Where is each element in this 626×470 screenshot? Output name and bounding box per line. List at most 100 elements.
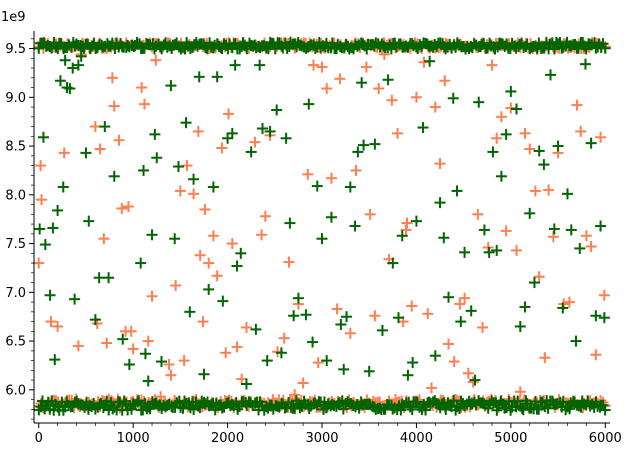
data-point (75, 50, 87, 62)
data-point (564, 403, 576, 415)
data-point (288, 310, 300, 322)
data-point (240, 321, 252, 333)
data-point (146, 290, 158, 302)
data-point (151, 152, 163, 164)
x-tick-label: 6000 (589, 431, 622, 446)
data-point (72, 59, 84, 71)
data-point (264, 125, 276, 137)
y-offset-label: 1e9 (1, 10, 26, 25)
data-point (123, 358, 135, 370)
data-point (226, 238, 238, 250)
data-point (99, 121, 111, 133)
data-point (434, 158, 446, 170)
data-point (194, 249, 206, 261)
data-point (197, 316, 209, 328)
data-point (47, 222, 59, 234)
data-point (108, 170, 120, 182)
data-point (142, 375, 154, 387)
data-point (511, 103, 523, 115)
data-point (149, 128, 161, 140)
data-point (193, 71, 205, 83)
data-point (524, 207, 536, 219)
data-point (528, 277, 540, 289)
data-point (39, 239, 51, 251)
data-point (548, 223, 560, 235)
data-point (350, 164, 362, 176)
data-point (125, 325, 137, 337)
plot-area (33, 36, 611, 416)
data-point (424, 55, 436, 67)
data-point (341, 311, 353, 323)
data-point (360, 61, 372, 73)
data-point (142, 335, 154, 347)
data-point (579, 58, 591, 70)
y-tick-label: 9.0 (5, 91, 26, 106)
data-point (174, 185, 186, 197)
data-point (545, 69, 557, 81)
x-tick-label: 1000 (117, 431, 150, 446)
data-point (429, 101, 441, 113)
data-point (599, 42, 611, 54)
data-point (250, 323, 262, 335)
data-point (89, 314, 101, 326)
data-point (434, 197, 446, 209)
data-point (216, 142, 228, 154)
data-point (94, 143, 106, 155)
data-point (533, 145, 545, 157)
data-point (495, 111, 507, 123)
x-tick-label: 4000 (400, 431, 433, 446)
data-point (429, 350, 441, 362)
data-point (220, 347, 232, 359)
data-point (165, 369, 177, 381)
data-point (590, 310, 602, 322)
series-1 (33, 37, 611, 414)
data-point (402, 369, 414, 381)
x-tick-label: 2000 (211, 431, 244, 446)
data-point (307, 336, 319, 348)
data-point (289, 389, 301, 401)
data-point (542, 402, 554, 414)
data-point (316, 61, 328, 73)
data-point (538, 159, 550, 171)
data-point (410, 91, 422, 103)
data-point (406, 300, 418, 312)
y-tick-label: 9.5 (5, 42, 26, 57)
data-point (491, 244, 503, 256)
data-point (138, 164, 150, 176)
data-point (89, 121, 101, 133)
data-point (495, 170, 507, 182)
data-point (407, 357, 419, 369)
data-point (312, 357, 324, 369)
data-point (443, 338, 455, 350)
data-point (514, 386, 526, 398)
data-point (222, 132, 234, 144)
data-point (138, 98, 150, 110)
data-point (133, 395, 145, 407)
data-point (597, 399, 609, 411)
data-point (58, 147, 70, 159)
data-point (223, 108, 235, 120)
data-point (165, 80, 177, 92)
data-point (136, 82, 148, 94)
data-point (203, 257, 215, 269)
data-point (45, 316, 57, 328)
data-point (325, 211, 337, 223)
data-point (562, 188, 574, 200)
data-point (411, 396, 423, 408)
data-point (454, 298, 466, 310)
data-point (303, 98, 315, 110)
data-point (396, 230, 408, 242)
data-point (229, 59, 241, 71)
x-tick-label: 3000 (305, 431, 338, 446)
data-point (116, 202, 128, 214)
data-point (302, 168, 314, 180)
data-point (207, 181, 219, 193)
data-point (118, 395, 130, 407)
data-point (163, 358, 175, 370)
data-point (131, 36, 143, 48)
data-point (382, 74, 394, 86)
data-point (386, 94, 398, 106)
data-point (529, 185, 541, 197)
data-point (571, 99, 583, 111)
